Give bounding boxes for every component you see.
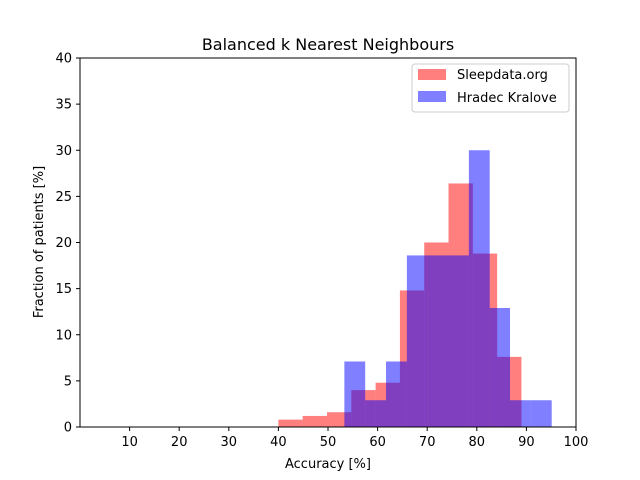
bar-hradec-kralove-1 — [365, 400, 387, 427]
bar-hradec-kralove-3 — [406, 255, 428, 427]
bar-hradec-kralove-6 — [468, 150, 490, 427]
legend-label-sleepdata: Sleepdata.org — [457, 68, 548, 83]
x-tick-label: 80 — [469, 435, 486, 450]
x-tick-label: 40 — [270, 435, 287, 450]
y-tick-label: 35 — [55, 98, 72, 113]
y-tick-label: 5 — [64, 374, 72, 389]
legend-label-hradec-kralove: Hradec Kralove — [457, 91, 557, 106]
y-axis-label: Fraction of patients [%] — [32, 166, 47, 318]
x-tick-label: 70 — [419, 435, 436, 450]
x-axis-label: Accuracy [%] — [285, 457, 371, 472]
y-tick-label: 40 — [55, 52, 72, 67]
bar-hradec-kralove-0 — [344, 361, 366, 427]
bar-hradec-kralove-7 — [489, 307, 511, 427]
legend-swatch-hradec-kralove — [418, 91, 446, 102]
x-tick-label: 90 — [518, 435, 535, 450]
legend: Sleepdata.org Hradec Kralove — [411, 63, 570, 113]
x-tick-label: 20 — [171, 435, 188, 450]
chart-title: Balanced k Nearest Neighbours — [202, 35, 454, 54]
bar-sleepdata-1 — [302, 415, 328, 427]
bar-hradec-kralove-2 — [386, 361, 407, 427]
x-tick-label: 30 — [221, 435, 238, 450]
y-tick-label: 25 — [55, 190, 72, 205]
x-tick-label: 10 — [121, 435, 138, 450]
x-axis-ticks: 10 20 30 40 50 60 70 80 90 100 — [121, 427, 588, 450]
y-tick-label: 30 — [55, 144, 72, 159]
bar-hradec-kralove-8 — [510, 400, 531, 427]
x-tick-label: 50 — [320, 435, 337, 450]
legend-swatch-sleepdata — [418, 69, 446, 80]
bar-sleepdata-0 — [278, 419, 303, 427]
x-tick-label: 100 — [564, 435, 589, 450]
bar-hradec-kralove-9 — [530, 400, 552, 427]
y-tick-label: 10 — [55, 328, 72, 343]
y-tick-label: 15 — [55, 282, 72, 297]
y-axis-ticks: 0 5 10 15 20 25 30 35 40 — [55, 52, 80, 436]
bar-hradec-kralove-5 — [448, 255, 469, 427]
histogram-bars — [278, 150, 552, 427]
y-tick-label: 20 — [55, 236, 72, 251]
legend-box — [411, 63, 570, 113]
x-tick-label: 60 — [369, 435, 386, 450]
y-tick-label: 0 — [64, 421, 72, 436]
bar-hradec-kralove-4 — [427, 255, 449, 427]
